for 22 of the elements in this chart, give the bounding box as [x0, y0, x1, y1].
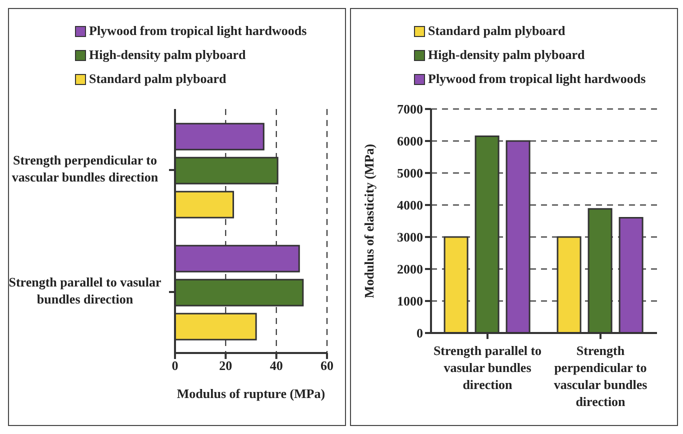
- y-tick-label: 6000: [397, 134, 423, 149]
- legend-label: Plywood from tropical light hardwoods: [427, 70, 647, 88]
- legend-label: High-density palm plyboard: [427, 46, 586, 64]
- x-tick-label: 0: [172, 358, 178, 374]
- y-tick-label: 5000: [397, 166, 423, 181]
- y-tick-label: 1000: [397, 294, 423, 309]
- y-tick-label: 0: [416, 326, 423, 341]
- y-axis-title: Modulus of elasticity (MPa): [362, 144, 377, 298]
- x-axis-title: Modulus of rupture (MPa): [176, 386, 326, 401]
- x-tick-label: Strength perpendicular to vascular bundles direction: [554, 343, 648, 409]
- x-tick-label: 40: [270, 358, 283, 374]
- y-tick-label: 3000: [397, 230, 423, 245]
- x-tick-label: Strength parallel to vasular bundles direction: [433, 343, 542, 392]
- legend-label: Standard palm plyboard: [427, 22, 566, 40]
- x-tick-label: 20: [219, 358, 232, 374]
- legend-label: Standard palm plyboard: [88, 70, 228, 88]
- legend-label: High-density palm plyboard: [88, 46, 247, 64]
- x-tick-label: 60: [320, 358, 334, 374]
- y-tick-label: 2000: [397, 262, 423, 277]
- y-tick-label: 7000: [397, 102, 423, 117]
- y-tick-label: 4000: [397, 198, 423, 213]
- legend-label: Plywood from tropical light hardwoods: [88, 22, 308, 40]
